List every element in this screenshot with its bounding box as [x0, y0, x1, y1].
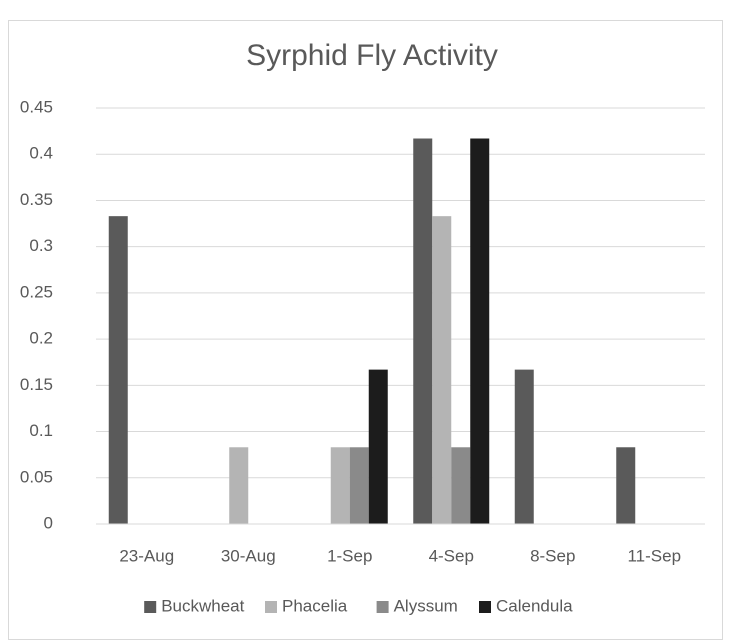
bar [330, 447, 350, 524]
y-tick-label: 0.25 [20, 282, 53, 301]
bar [616, 447, 636, 524]
legend-label: Buckwheat [161, 596, 244, 615]
bar [451, 447, 471, 524]
bar [108, 216, 128, 524]
legend-swatch [144, 601, 157, 613]
y-tick-label: 0.05 [20, 467, 53, 486]
legend-label: Phacelia [282, 596, 348, 615]
legend-swatch [479, 601, 491, 613]
y-tick-label: 0.35 [20, 190, 53, 209]
x-tick-label: 30-Aug [221, 546, 276, 565]
bar [368, 369, 388, 524]
bar [349, 447, 369, 524]
y-tick-label: 0 [44, 513, 53, 532]
y-tick-label: 0.15 [20, 375, 53, 394]
bar [514, 369, 534, 524]
y-tick-label: 0.1 [29, 421, 53, 440]
bar [470, 138, 490, 525]
y-tick-label: 0.3 [29, 236, 53, 255]
x-tick-label: 4-Sep [429, 546, 474, 565]
x-tick-label: 8-Sep [530, 546, 575, 565]
legend-swatch [376, 601, 389, 613]
bar [229, 447, 249, 524]
bar [432, 216, 452, 524]
y-tick-label: 0.2 [29, 329, 53, 348]
x-tick-label: 23-Aug [119, 546, 174, 565]
y-tick-label: 0.45 [20, 97, 53, 116]
x-tick-label: 11-Sep [627, 546, 681, 565]
x-tick-label: 1-Sep [327, 546, 372, 565]
legend-swatch [265, 601, 277, 613]
chart-title: Syrphid Fly Activity [246, 39, 498, 72]
bar [413, 138, 433, 525]
y-tick-label: 0.4 [29, 144, 53, 163]
legend-label: Calendula [496, 596, 573, 615]
legend-label: Alyssum [394, 596, 458, 615]
